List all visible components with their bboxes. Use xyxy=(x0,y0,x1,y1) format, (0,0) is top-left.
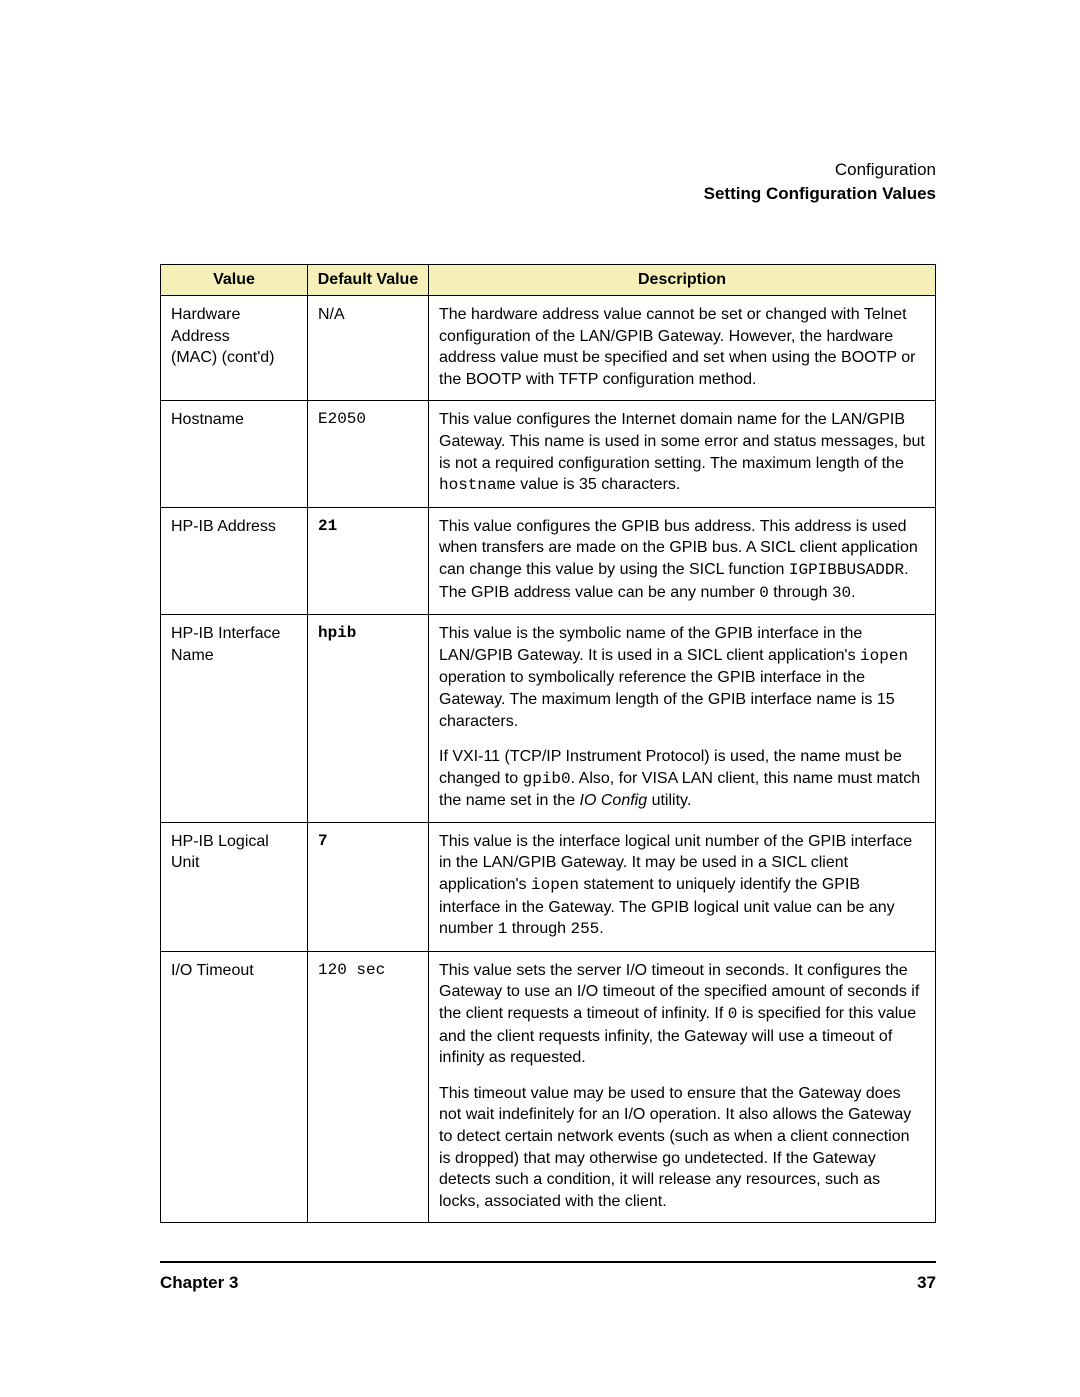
header-title: Setting Configuration Values xyxy=(160,184,936,204)
cell-description: This value configures the Internet domai… xyxy=(429,401,936,507)
cell-value: Hostname xyxy=(161,401,308,507)
desc-mono: iopen xyxy=(531,876,579,894)
cell-value: HP-IB Logical Unit xyxy=(161,822,308,951)
paragraph-gap xyxy=(439,1069,925,1083)
cell-default: hpib xyxy=(308,615,429,823)
cell-value: I/O Timeout xyxy=(161,951,308,1223)
cell-description: This value configures the GPIB bus addre… xyxy=(429,507,936,614)
desc-mono: gpib0 xyxy=(523,770,571,788)
desc-mono: IGPIBBUSADDR xyxy=(789,561,904,579)
table-row: HP-IB Interface Name hpib This value is … xyxy=(161,615,936,823)
desc-mono: hostname xyxy=(439,476,516,494)
page-header: Configuration Setting Configuration Valu… xyxy=(160,160,936,204)
desc-text: operation to symbolically reference the … xyxy=(439,669,895,729)
col-header-default: Default Value xyxy=(308,265,429,296)
cell-default: N/A xyxy=(308,296,429,401)
cell-value: Hardware Address (MAC) (cont'd) xyxy=(161,296,308,401)
desc-text: through xyxy=(769,584,832,601)
desc-mono: 0 xyxy=(759,584,769,602)
desc-mono: 255 xyxy=(570,920,599,938)
table-row: I/O Timeout 120 sec This value sets the … xyxy=(161,951,936,1223)
value-text-2: (MAC) (cont'd) xyxy=(171,349,275,366)
desc-mono: iopen xyxy=(860,647,908,665)
cell-description: This value sets the server I/O timeout i… xyxy=(429,951,936,1223)
desc-text: through xyxy=(507,920,570,937)
desc-text: utility. xyxy=(647,792,691,809)
desc-text: This value configures the Internet domai… xyxy=(439,411,925,471)
header-section: Configuration xyxy=(160,160,936,180)
cell-default: E2050 xyxy=(308,401,429,507)
desc-text: This value is the symbolic name of the G… xyxy=(439,625,862,664)
desc-text: This timeout value may be used to ensure… xyxy=(439,1085,911,1210)
cell-value: HP-IB Interface Name xyxy=(161,615,308,823)
footer-page-number: 37 xyxy=(917,1273,936,1293)
cell-default: 120 sec xyxy=(308,951,429,1223)
value-text-2: Name xyxy=(171,647,214,664)
table-row: HP-IB Logical Unit 7 This value is the i… xyxy=(161,822,936,951)
paragraph-gap xyxy=(439,732,925,746)
cell-value: HP-IB Address xyxy=(161,507,308,614)
cell-description: This value is the interface logical unit… xyxy=(429,822,936,951)
value-text: HP-IB Interface xyxy=(171,625,280,642)
footer-chapter: Chapter 3 xyxy=(160,1273,238,1293)
cell-default: 7 xyxy=(308,822,429,951)
cell-description: The hardware address value cannot be set… xyxy=(429,296,936,401)
config-table: Value Default Value Description Hardware… xyxy=(160,264,936,1223)
desc-text: value is 35 characters. xyxy=(516,476,681,493)
desc-mono: 1 xyxy=(498,920,508,938)
desc-text: . xyxy=(851,584,855,601)
page-container: Configuration Setting Configuration Valu… xyxy=(0,0,1080,1293)
page-footer: Chapter 3 37 xyxy=(160,1261,936,1293)
value-text: Hardware Address xyxy=(171,306,240,345)
desc-mono: 30 xyxy=(832,584,851,602)
desc-mono: 0 xyxy=(728,1005,738,1023)
cell-description: This value is the symbolic name of the G… xyxy=(429,615,936,823)
table-header-row: Value Default Value Description xyxy=(161,265,936,296)
cell-default: 21 xyxy=(308,507,429,614)
desc-text: . xyxy=(599,920,603,937)
col-header-value: Value xyxy=(161,265,308,296)
col-header-description: Description xyxy=(429,265,936,296)
table-row: Hostname E2050 This value configures the… xyxy=(161,401,936,507)
desc-italic: IO Config xyxy=(580,792,648,809)
table-row: Hardware Address (MAC) (cont'd) N/A The … xyxy=(161,296,936,401)
table-row: HP-IB Address 21 This value configures t… xyxy=(161,507,936,614)
